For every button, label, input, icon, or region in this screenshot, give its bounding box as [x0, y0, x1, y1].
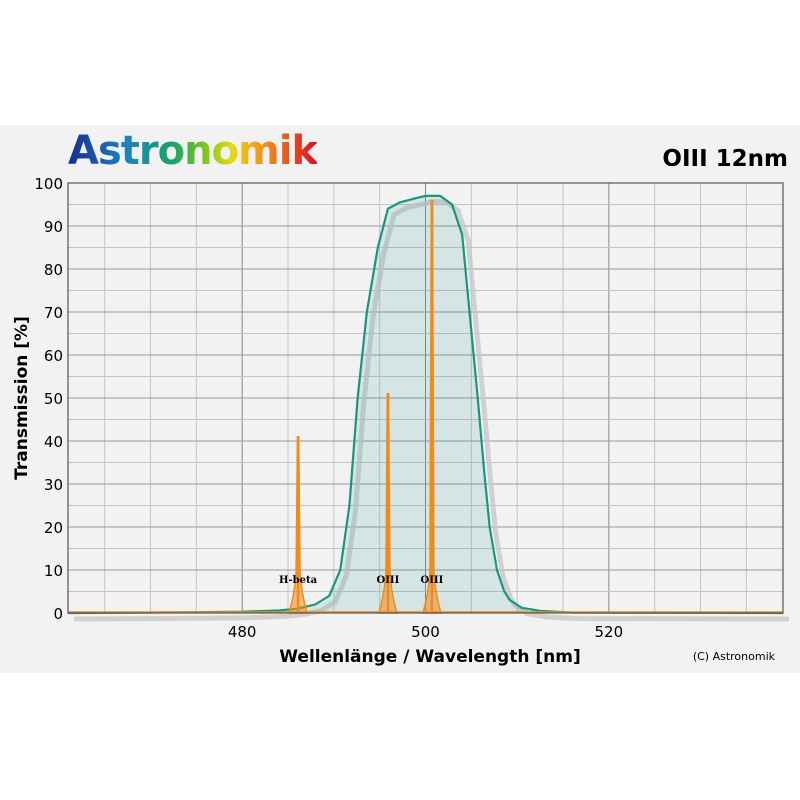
astronomik-logo: Astronomik	[68, 128, 318, 174]
plot-frame	[67, 182, 784, 614]
x-tick-label: 500	[411, 623, 440, 641]
y-tick-label: 30	[44, 476, 63, 494]
y-tick-label: 70	[44, 304, 63, 322]
grid	[68, 183, 783, 613]
emission-line-label: OIII	[377, 575, 400, 586]
x-tick-label: 520	[595, 623, 624, 641]
y-tick-label: 10	[44, 562, 63, 580]
y-tick-label: 20	[44, 519, 63, 537]
x-tick-label: 480	[228, 623, 257, 641]
copyright-text: (C) Astronomik	[693, 650, 776, 663]
y-tick-label: 40	[44, 433, 63, 451]
emission-lines: H-beta OIII OIII	[279, 199, 444, 614]
filter-transmission-curve	[67, 194, 784, 615]
y-tick-label: 50	[44, 390, 63, 408]
series-layer	[67, 194, 784, 615]
x-axis-label: Wellenlänge / Wavelength [nm]	[279, 647, 580, 667]
y-tick-label: 80	[44, 261, 63, 279]
emission-line-label: OIII	[421, 575, 444, 586]
y-tick-label: 100	[34, 175, 63, 193]
y-tick-label: 60	[44, 347, 63, 365]
y-tick-label: 90	[44, 218, 63, 236]
emission-line-label: H-beta	[279, 575, 318, 586]
tick-labels: 480 500 520 0 10 20 30 40 50 60 70 80 90 100	[34, 175, 623, 641]
curve-shadow	[73, 199, 790, 622]
y-axis-label: Transmission [%]	[12, 316, 32, 480]
chart-panel	[0, 125, 800, 673]
curve-shadow-path	[73, 199, 790, 622]
filter-transmission-fill	[68, 195, 783, 613]
y-tick-label: 0	[53, 605, 63, 623]
chart-title: OIII 12nm	[662, 146, 788, 172]
